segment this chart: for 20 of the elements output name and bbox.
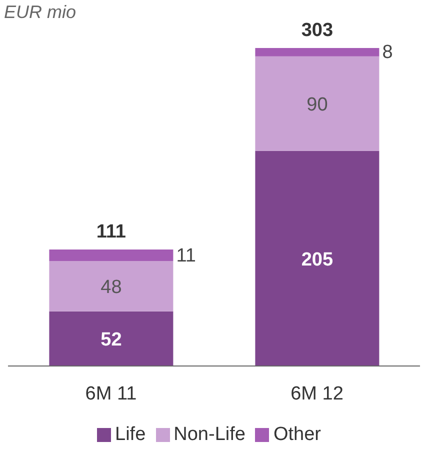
- total-label: 111: [96, 222, 126, 243]
- legend-label: Non-Life: [174, 424, 246, 445]
- bar: [255, 150, 380, 366]
- data-label: 90: [306, 94, 328, 116]
- x-tick-label: 6M 12: [290, 383, 344, 404]
- bar: [49, 261, 174, 312]
- bar: [255, 48, 380, 56]
- y-axis-title: EUR mio: [4, 2, 76, 23]
- data-label: 11: [176, 245, 196, 266]
- x-tick-label: 6M 11: [85, 383, 137, 404]
- data-label: 48: [100, 277, 122, 298]
- data-label: 8: [382, 42, 393, 64]
- legend-label: Other: [273, 424, 321, 445]
- data-label: 52: [100, 330, 122, 351]
- bar: [49, 311, 174, 366]
- legend-label: Life: [115, 424, 146, 445]
- bar: [255, 56, 380, 151]
- total-label: 303: [301, 20, 334, 41]
- data-label: 205: [301, 249, 334, 270]
- bar: [49, 250, 174, 262]
